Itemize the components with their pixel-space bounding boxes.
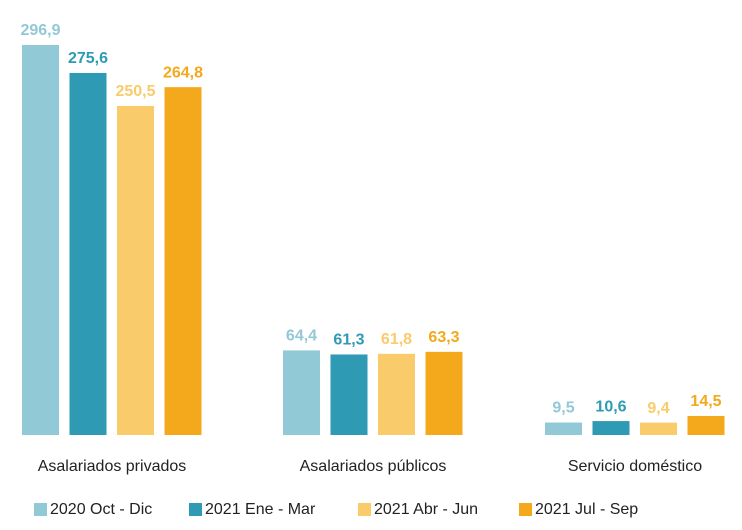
x-tick-label: Asalariados públicos: [300, 458, 447, 475]
bar: [22, 45, 59, 435]
bar: [330, 354, 368, 435]
bar: [592, 421, 630, 435]
legend-label: 2020 Oct - Dic: [50, 501, 152, 518]
value-label: 63,3: [428, 329, 459, 346]
value-label: 275,6: [68, 50, 108, 67]
value-label: 14,5: [690, 393, 721, 410]
value-label: 61,3: [333, 332, 364, 349]
value-label: 264,8: [163, 64, 203, 81]
value-label: 64,4: [286, 328, 317, 345]
bar: [69, 72, 107, 435]
legend-swatch: [519, 503, 532, 516]
bar: [687, 415, 725, 435]
value-label: 10,6: [595, 398, 626, 415]
legend-swatch: [358, 503, 371, 516]
x-tick-label: Asalariados privados: [38, 458, 187, 475]
bar: [640, 422, 677, 435]
bar: [283, 350, 320, 435]
value-label: 250,5: [115, 83, 155, 100]
x-tick-label: Servicio doméstico: [568, 458, 702, 475]
legend-swatch: [189, 503, 202, 516]
legend-swatch: [34, 503, 47, 516]
bar: [425, 351, 463, 435]
bar: [117, 105, 154, 435]
bar: [545, 422, 582, 435]
legend-label: 2021 Jul - Sep: [535, 501, 638, 518]
legend-label: 2021 Ene - Mar: [205, 501, 316, 518]
value-label: 296,9: [20, 22, 60, 39]
value-label: 61,8: [381, 331, 412, 348]
bar: [378, 353, 415, 435]
value-label: 9,4: [647, 400, 669, 417]
bar: [164, 87, 202, 435]
value-label: 9,5: [552, 400, 574, 417]
legend-label: 2021 Abr - Jun: [374, 501, 478, 518]
